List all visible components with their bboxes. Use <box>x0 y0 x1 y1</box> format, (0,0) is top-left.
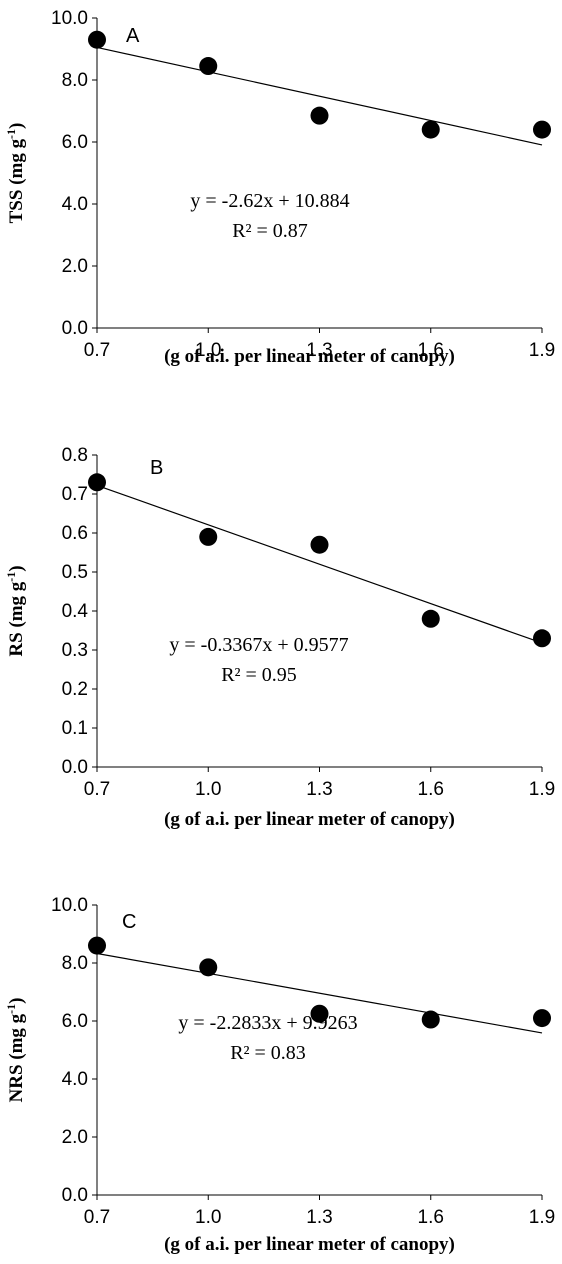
x-tick-label: 0.7 <box>84 1207 110 1228</box>
y-axis-label: TSS (mg g-1) <box>4 123 27 224</box>
y-axis-label: NRS (mg g-1) <box>4 998 27 1103</box>
x-tick-label: 0.7 <box>84 340 110 361</box>
data-point <box>199 958 218 977</box>
y-tick-label: 0.0 <box>62 318 88 339</box>
x-tick-label: 1.3 <box>306 1207 332 1228</box>
y-tick-label: 0.8 <box>62 445 88 466</box>
y-tick-label: 8.0 <box>62 70 88 91</box>
y-tick-label: 0.5 <box>62 562 88 583</box>
data-point <box>88 30 106 49</box>
regression-equation: y = -2.2833x + 9.9263 <box>178 1012 357 1034</box>
data-point <box>88 936 106 955</box>
x-tick-label: 1.9 <box>529 340 555 361</box>
x-tick-label: 1.9 <box>529 779 555 800</box>
chart-panel-a: 0.0 2.0 4.0 6.0 8.0 10.0 0.7 1.0 1.3 1.6 1.9 Ay = -… <box>4 8 555 367</box>
x-axis-label: (g of a.i. per linear meter of canopy) <box>164 346 455 367</box>
data-point <box>199 527 218 546</box>
y-tick-label: 6.0 <box>62 1011 88 1032</box>
chart-panel-b: 0.0 0.1 0.2 0.3 0.4 0.5 0.6 0.7 0.8 0.7 1.0 1.3 1.6 1… <box>4 445 555 830</box>
data-point <box>421 1010 440 1029</box>
data-point <box>421 609 440 628</box>
y-tick-label: 0.3 <box>62 640 88 661</box>
y-tick-label: 0.7 <box>62 484 88 505</box>
y-tick-label: 2.0 <box>62 256 88 277</box>
data-point <box>310 1004 329 1023</box>
data-point <box>533 1009 551 1028</box>
x-tick-label: 1.9 <box>529 1207 555 1228</box>
x-tick-label: 1.3 <box>306 779 332 800</box>
y-tick-label: 10.0 <box>51 895 88 916</box>
y-tick-label: 4.0 <box>62 194 88 215</box>
y-tick-label: 0.4 <box>62 601 89 622</box>
y-tick-label: 0.0 <box>62 757 88 778</box>
x-tick-label: 1.6 <box>418 1207 444 1228</box>
y-tick-label: 0.0 <box>62 1185 88 1206</box>
x-tick-label: 1.0 <box>195 1207 221 1228</box>
panel-label: B <box>150 457 163 479</box>
x-tick-label: 1.0 <box>195 779 221 800</box>
r-squared: R² = 0.83 <box>230 1042 306 1064</box>
data-point <box>88 473 106 492</box>
x-tick-label: 1.0 <box>195 340 221 361</box>
data-point <box>533 120 551 139</box>
y-tick-label: 2.0 <box>62 1127 88 1148</box>
data-point <box>533 629 551 648</box>
trendline <box>96 484 543 644</box>
x-axis-label: (g of a.i. per linear meter of canopy) <box>164 1234 455 1255</box>
y-tick-label: 8.0 <box>62 953 88 974</box>
x-tick-label: 1.3 <box>306 340 332 361</box>
y-tick-label: 10.0 <box>51 8 88 29</box>
data-point <box>310 535 329 554</box>
y-tick-label: 0.2 <box>62 679 88 700</box>
y-tick-label: 0.1 <box>62 718 88 739</box>
y-tick-label: 6.0 <box>62 132 88 153</box>
y-axis-label: RS (mg g-1) <box>4 565 27 656</box>
panel-label: C <box>122 911 136 933</box>
x-axis-label: (g of a.i. per linear meter of canopy) <box>164 809 455 830</box>
panel-label: A <box>126 25 140 47</box>
r-squared: R² = 0.87 <box>232 220 308 242</box>
y-tick-label: 0.6 <box>62 523 88 544</box>
x-tick-label: 1.6 <box>418 340 444 361</box>
y-tick-label: 4.0 <box>62 1069 88 1090</box>
r-squared: R² = 0.95 <box>221 664 297 686</box>
trendline <box>96 46 543 146</box>
x-tick-label: 1.6 <box>418 779 444 800</box>
data-point <box>421 120 440 139</box>
chart-panel-c: 0.0 2.0 4.0 6.0 8.0 10.0 0.7 1.0 1.3 1.6 1.9 Cy = -… <box>4 895 555 1255</box>
data-point <box>310 106 329 125</box>
regression-equation: y = -0.3367x + 0.9577 <box>169 634 348 656</box>
data-point <box>199 57 218 76</box>
trendline <box>96 952 543 1034</box>
x-tick-label: 0.7 <box>84 779 110 800</box>
regression-equation: y = -2.62x + 10.884 <box>190 190 349 212</box>
